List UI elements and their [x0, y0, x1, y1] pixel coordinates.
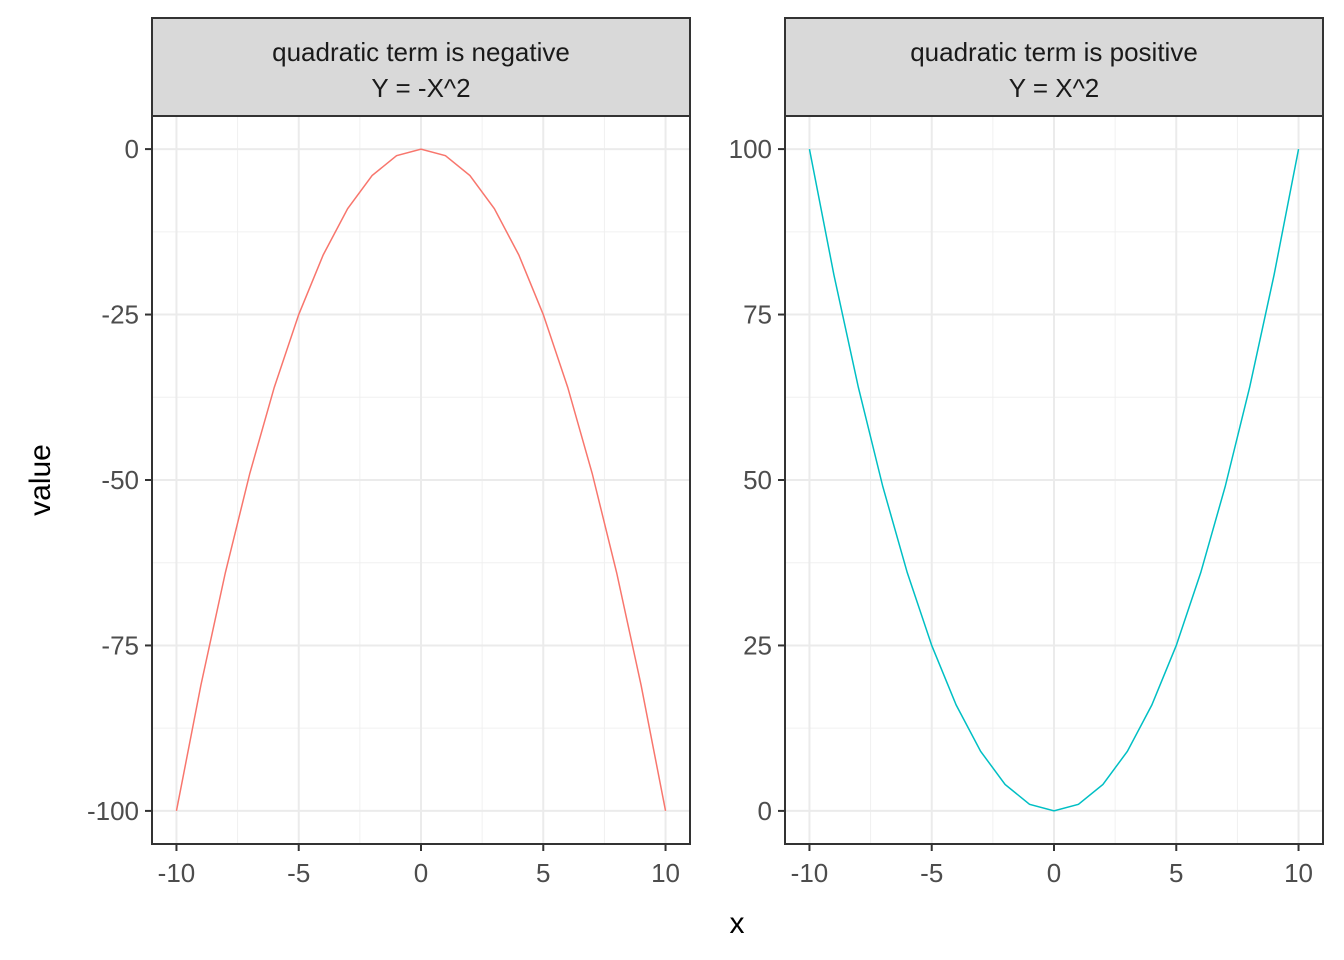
y-tick-label: 75 — [743, 300, 772, 330]
x-axis-title: x — [730, 907, 745, 940]
strip-negative — [151, 17, 691, 117]
panel-negative: quadratic term is negative Y = -X^2 -10 -… — [87, 17, 691, 888]
panel-positive: quadratic term is positive Y = X^2 -10 -5… — [729, 17, 1324, 888]
strip-positive-line1: quadratic term is positive — [910, 37, 1198, 67]
x-tick-label: 5 — [1169, 858, 1183, 888]
x-tick-label: -10 — [791, 858, 829, 888]
y-tick-label: -50 — [101, 465, 139, 495]
y-tick-label: 25 — [743, 630, 772, 660]
plot-area-positive: -10 -5 0 5 10 100 75 50 25 0 — [729, 115, 1324, 888]
y-tick-label: 0 — [125, 134, 139, 164]
series-line-0 — [175, 148, 667, 812]
strip-negative-line2: Y = -X^2 — [371, 73, 470, 103]
y-tick-label: 100 — [729, 134, 772, 164]
x-tick-label: 0 — [1047, 858, 1061, 888]
x-tick-label: -10 — [158, 858, 196, 888]
plot-area-negative: -10 -5 0 5 100-25-50-75-100 — [87, 115, 691, 888]
series-line-0 — [808, 148, 1300, 812]
x-tick-label: -5 — [287, 858, 310, 888]
x-tick-label: 10 — [1284, 858, 1313, 888]
strip-positive — [784, 17, 1324, 117]
x-tick-label: 0 — [414, 858, 428, 888]
y-tick-label: 50 — [743, 465, 772, 495]
y-tick-label: 0 — [758, 796, 772, 826]
y-axis-title: value — [24, 444, 57, 516]
x-tick-label: 10 — [651, 858, 680, 888]
y-tick-label: -75 — [101, 630, 139, 660]
strip-positive-line2: Y = X^2 — [1009, 73, 1100, 103]
x-tick-label: 5 — [536, 858, 550, 888]
x-tick-label: -5 — [920, 858, 943, 888]
y-tick-label: -100 — [87, 796, 139, 826]
y-tick-label: -25 — [101, 300, 139, 330]
strip-negative-line1: quadratic term is negative — [272, 37, 570, 67]
